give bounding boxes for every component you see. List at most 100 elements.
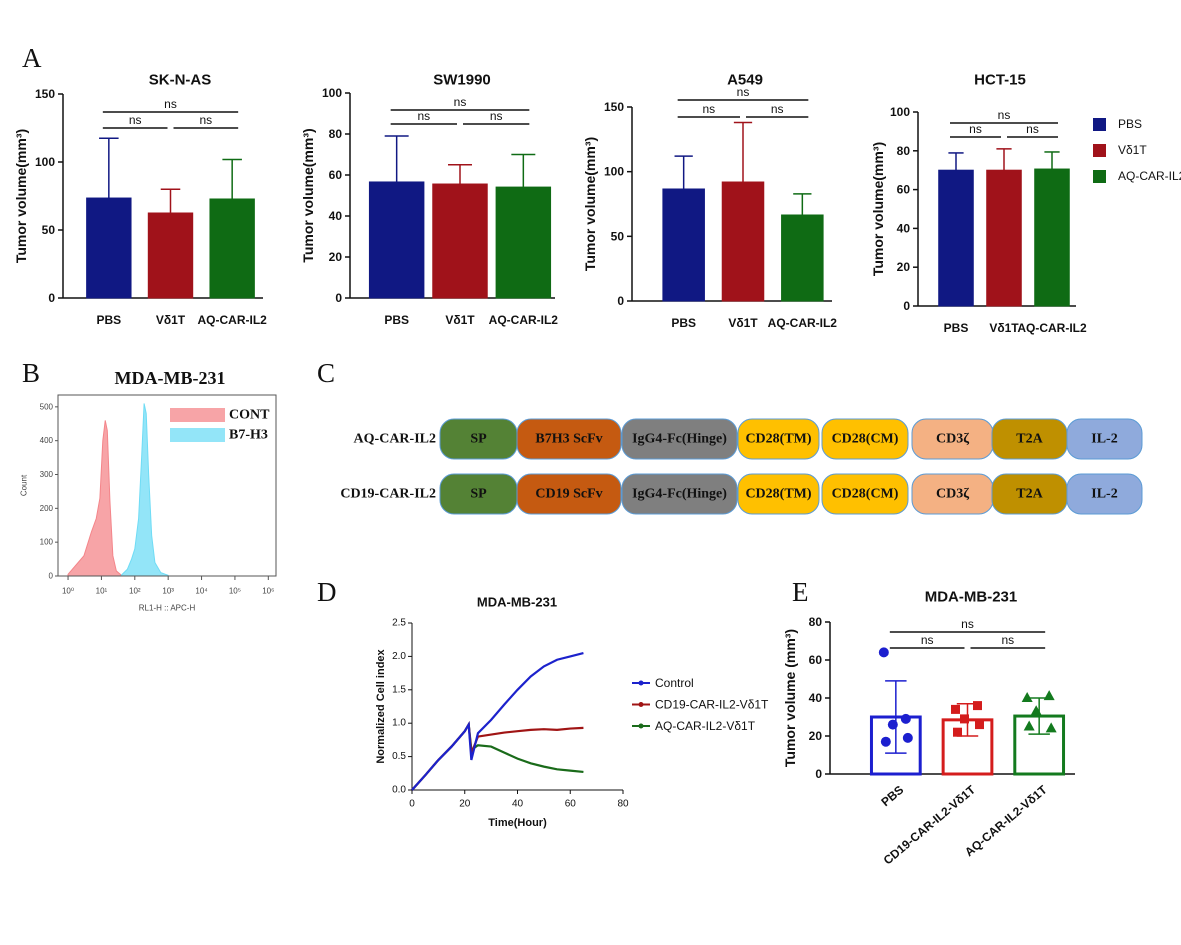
data-point bbox=[880, 736, 891, 747]
x-tick-label: AQ-CAR-IL2 bbox=[198, 313, 268, 327]
chart-title: MDA-MB-231 bbox=[925, 589, 1018, 606]
y-tick-label: 150 bbox=[604, 100, 624, 114]
domain-label: SP bbox=[470, 487, 487, 502]
y-tick-label: 0 bbox=[335, 291, 342, 305]
x-tick-label: Vδ1T bbox=[989, 321, 1019, 335]
y-axis-label: Tumor volume(mm³) bbox=[300, 128, 316, 262]
domain-box bbox=[621, 418, 738, 460]
y-tick-label: 0 bbox=[903, 299, 910, 313]
x-tick-label: Vδ1T bbox=[445, 313, 475, 327]
x-tick-label: 40 bbox=[512, 799, 524, 810]
y-tick-label: 1.0 bbox=[392, 718, 406, 729]
bar bbox=[986, 169, 1022, 307]
chart-title: SK-N-AS bbox=[149, 72, 212, 89]
legend-label: B7-H3 bbox=[229, 428, 268, 443]
chart-title: A549 bbox=[727, 72, 763, 89]
significance-label: ns bbox=[490, 109, 503, 123]
data-point bbox=[1030, 705, 1042, 716]
significance-label: ns bbox=[454, 95, 467, 109]
panel-letter: C bbox=[317, 358, 335, 388]
significance-label: ns bbox=[1001, 633, 1014, 647]
y-tick-label: 0.5 bbox=[392, 751, 406, 762]
legend-label: CD19-CAR-IL2-Vδ1T bbox=[655, 698, 769, 712]
domain-box bbox=[1066, 418, 1143, 460]
data-point bbox=[902, 732, 913, 743]
y-axis-label: Tumor volume(mm³) bbox=[870, 142, 886, 276]
significance-label: ns bbox=[702, 102, 715, 116]
x-tick-label: AQ-CAR-IL2 bbox=[489, 313, 559, 327]
domain-label: T2A bbox=[1016, 487, 1043, 502]
y-tick-label: 40 bbox=[809, 691, 823, 705]
data-point bbox=[973, 701, 982, 711]
x-tick-label: 20 bbox=[459, 799, 471, 810]
bar bbox=[147, 212, 194, 299]
panel-letter: A bbox=[22, 43, 42, 73]
data-point bbox=[878, 647, 889, 658]
y-tick-label: 80 bbox=[809, 615, 823, 629]
legend-label: Vδ1T bbox=[1118, 143, 1147, 157]
y-tick-label: 40 bbox=[897, 221, 911, 235]
bar bbox=[938, 169, 974, 307]
domain-label: B7H3 ScFv bbox=[535, 432, 602, 447]
data-point bbox=[1023, 720, 1035, 731]
domain-label: IL-2 bbox=[1091, 432, 1117, 447]
y-tick-label: 200 bbox=[40, 504, 54, 513]
domain-label: CD28(TM) bbox=[745, 432, 811, 447]
x-tick-label: 10⁶ bbox=[262, 587, 274, 596]
x-tick-label: Vδ1T bbox=[156, 313, 186, 327]
y-tick-label: 80 bbox=[897, 144, 911, 158]
legend-label: Control bbox=[655, 676, 694, 690]
domain-box bbox=[821, 418, 909, 460]
construct-name: CD19-CAR-IL2 bbox=[340, 487, 436, 502]
x-tick-label: 10⁴ bbox=[195, 587, 208, 596]
y-tick-label: 300 bbox=[40, 470, 54, 479]
chart-title: HCT-15 bbox=[974, 72, 1026, 89]
y-tick-label: 150 bbox=[35, 87, 55, 101]
y-tick-label: 2.5 bbox=[392, 618, 406, 629]
domain-box bbox=[737, 473, 820, 515]
y-axis-label: Tumor volume(mm³) bbox=[582, 137, 598, 271]
y-tick-label: 0 bbox=[49, 572, 54, 581]
y-tick-label: 0.0 bbox=[392, 785, 406, 796]
x-tick-label: Vδ1T bbox=[728, 316, 758, 330]
chart-title: MDA-MB-231 bbox=[477, 595, 557, 610]
legend-label: PBS bbox=[1118, 117, 1142, 131]
x-axis-label: Time(Hour) bbox=[488, 817, 547, 829]
y-tick-label: 20 bbox=[897, 260, 911, 274]
significance-label: ns bbox=[199, 113, 212, 127]
x-tick-label: AQ-CAR-IL2 bbox=[1017, 321, 1087, 335]
y-tick-label: 80 bbox=[329, 127, 343, 141]
domain-label: CD3ζ bbox=[936, 432, 969, 447]
domain-box bbox=[737, 418, 820, 460]
significance-label: ns bbox=[921, 633, 934, 647]
x-tick-label: PBS bbox=[944, 321, 969, 335]
y-tick-label: 60 bbox=[809, 653, 823, 667]
series-line bbox=[411, 651, 584, 791]
legend-swatch bbox=[1093, 144, 1106, 157]
data-point bbox=[951, 704, 960, 714]
domain-box bbox=[821, 473, 909, 515]
construct-name: AQ-CAR-IL2 bbox=[354, 432, 436, 447]
domain-box bbox=[516, 418, 622, 460]
y-tick-label: 400 bbox=[40, 436, 54, 445]
y-axis-label: Tumor volume (mm³) bbox=[782, 629, 798, 767]
y-axis-label: Tumor volume(mm³) bbox=[13, 129, 29, 263]
y-tick-label: 50 bbox=[611, 229, 625, 243]
bar bbox=[432, 183, 488, 299]
domain-label: CD28(CM) bbox=[832, 432, 899, 447]
legend-label: AQ-CAR-IL2 bbox=[1118, 169, 1181, 183]
x-tick-label: 10¹ bbox=[96, 587, 108, 596]
significance-label: ns bbox=[961, 617, 974, 631]
y-tick-label: 1.5 bbox=[392, 684, 406, 695]
panel-letter: D bbox=[317, 577, 337, 607]
significance-label: ns bbox=[737, 85, 750, 99]
y-tick-label: 100 bbox=[604, 165, 624, 179]
bar bbox=[781, 214, 824, 302]
bar bbox=[368, 181, 425, 299]
data-point bbox=[887, 719, 898, 730]
data-point bbox=[960, 714, 969, 724]
domain-label: T2A bbox=[1016, 432, 1043, 447]
y-tick-label: 0 bbox=[815, 767, 822, 781]
bar bbox=[209, 198, 255, 299]
